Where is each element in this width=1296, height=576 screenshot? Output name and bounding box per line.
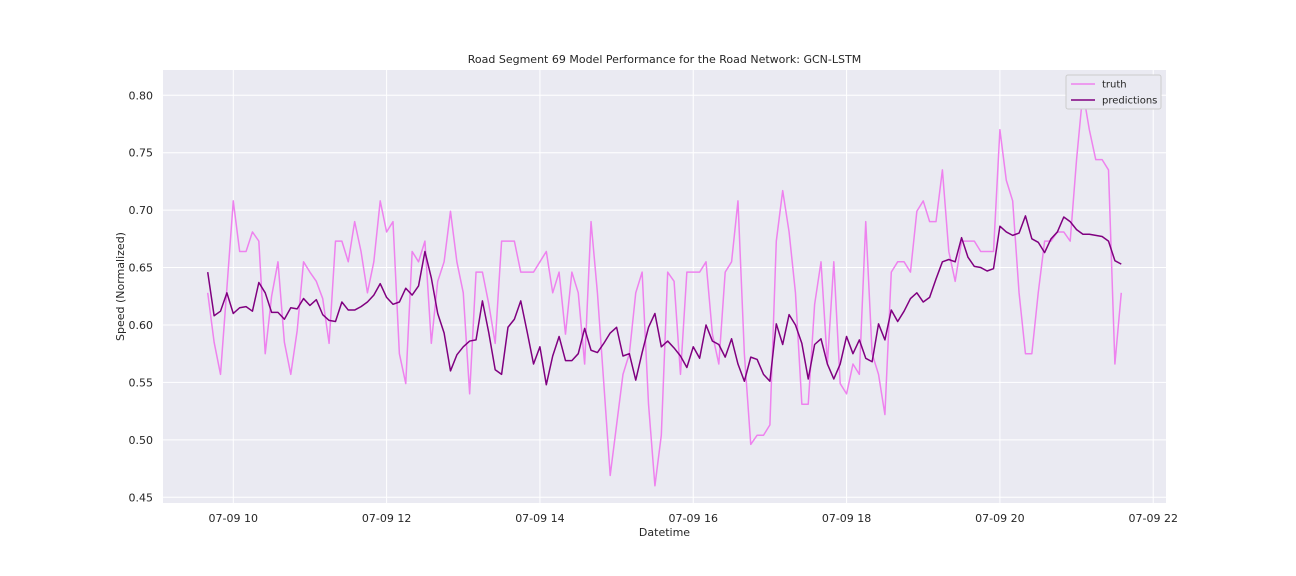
y-tick-label: 0.50 bbox=[129, 434, 154, 447]
y-tick-label: 0.70 bbox=[129, 204, 154, 217]
x-axis-label: Datetime bbox=[639, 526, 690, 539]
x-tick-label: 07-09 14 bbox=[515, 512, 564, 525]
plot-area bbox=[163, 70, 1166, 503]
legend: truth predictions bbox=[1065, 74, 1162, 110]
series-line-truth bbox=[206, 91, 1123, 487]
y-tick-label: 0.65 bbox=[129, 262, 154, 275]
x-tick-label: 07-09 12 bbox=[362, 512, 411, 525]
chart-title: Road Segment 69 Model Performance for th… bbox=[468, 53, 861, 66]
series-line-predictions bbox=[206, 215, 1122, 386]
y-tick-label: 0.80 bbox=[129, 89, 154, 102]
x-tick-labels: 07-09 10 07-09 12 07-09 14 07-09 16 07-09 18… bbox=[209, 512, 1178, 525]
x-tick-label: 07-09 18 bbox=[822, 512, 871, 525]
x-tick-label: 07-09 16 bbox=[669, 512, 718, 525]
legend-label-truth: truth bbox=[1102, 80, 1127, 91]
y-tick-labels: 0.45 0.50 0.55 0.60 0.65 0.70 0.75 0.80 bbox=[129, 89, 154, 504]
y-tick-label: 0.75 bbox=[129, 147, 154, 160]
legend-label-predictions: predictions bbox=[1102, 96, 1157, 107]
x-tick-label: 07-09 20 bbox=[975, 512, 1024, 525]
x-tick-label: 07-09 22 bbox=[1128, 512, 1177, 525]
y-tick-label: 0.60 bbox=[129, 319, 154, 332]
series-layer bbox=[206, 91, 1123, 487]
x-tick-label: 07-09 10 bbox=[209, 512, 258, 525]
y-axis-label: Speed (Normalized) bbox=[114, 232, 127, 341]
y-tick-label: 0.55 bbox=[129, 376, 154, 389]
y-tick-label: 0.45 bbox=[129, 491, 154, 504]
